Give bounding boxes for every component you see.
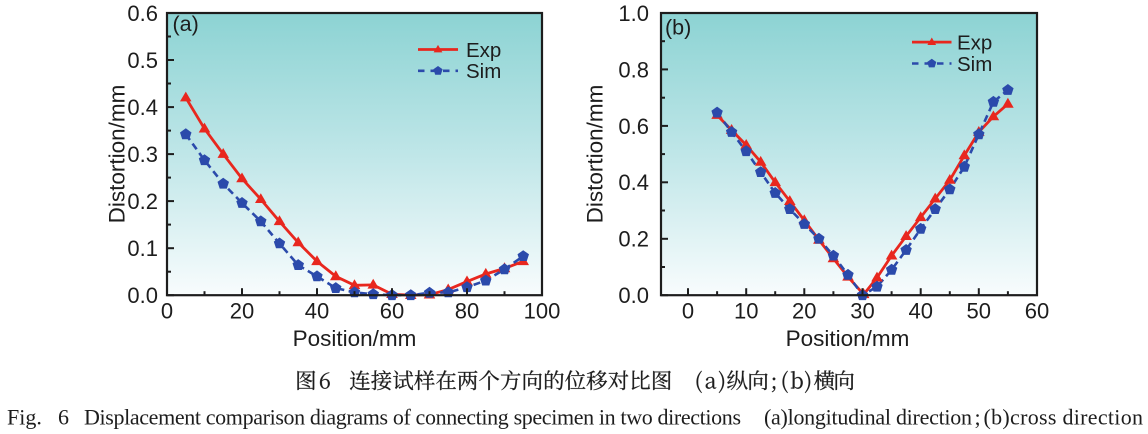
svg-text:0: 0 (682, 299, 694, 324)
svg-text:Position/mm: Position/mm (293, 326, 417, 351)
svg-text:Sim: Sim (466, 60, 501, 83)
svg-text:0.2: 0.2 (127, 189, 158, 214)
svg-text:0.4: 0.4 (618, 170, 649, 195)
svg-text:0.2: 0.2 (618, 227, 649, 252)
svg-text:Position/mm: Position/mm (786, 326, 910, 351)
svg-text:Distortion/mm: Distortion/mm (105, 85, 130, 224)
svg-text:0: 0 (161, 299, 173, 324)
svg-text:(a): (a) (173, 12, 199, 36)
svg-text:30: 30 (850, 299, 874, 324)
svg-text:Displacement comparison diagra: Displacement comparison diagrams of conn… (84, 404, 741, 429)
svg-text:80: 80 (455, 299, 479, 324)
svg-text:Distortion/mm: Distortion/mm (583, 85, 608, 224)
svg-text:100: 100 (524, 299, 561, 324)
svg-text:Fig.: Fig. (7, 404, 42, 429)
svg-text:0.6: 0.6 (127, 1, 158, 26)
svg-text:0.5: 0.5 (127, 48, 158, 73)
svg-text:Sim: Sim (957, 53, 992, 76)
svg-text:;: ; (975, 404, 981, 429)
svg-text:0.1: 0.1 (127, 236, 158, 261)
svg-text:1.0: 1.0 (618, 1, 649, 26)
svg-text:(b)cross direction: (b)cross direction (984, 404, 1144, 429)
svg-text:(a)longitudinal direction: (a)longitudinal direction (764, 404, 972, 429)
svg-text:6: 6 (58, 404, 69, 429)
svg-text:60: 60 (1025, 299, 1049, 324)
svg-text:0.8: 0.8 (618, 57, 649, 82)
svg-text:Exp: Exp (957, 31, 992, 54)
svg-text:10: 10 (734, 299, 758, 324)
svg-text:40: 40 (908, 299, 932, 324)
svg-text:50: 50 (967, 299, 991, 324)
svg-text:0.6: 0.6 (618, 114, 649, 139)
svg-text:Exp: Exp (466, 39, 501, 62)
svg-text:0.4: 0.4 (127, 95, 158, 120)
svg-text:(b): (b) (665, 16, 691, 40)
svg-text:0.0: 0.0 (127, 283, 158, 308)
svg-text:60: 60 (380, 299, 404, 324)
svg-text:20: 20 (792, 299, 816, 324)
svg-text:20: 20 (230, 299, 254, 324)
svg-text:40: 40 (305, 299, 329, 324)
svg-text:0.0: 0.0 (618, 283, 649, 308)
svg-text:0.3: 0.3 (127, 142, 158, 167)
